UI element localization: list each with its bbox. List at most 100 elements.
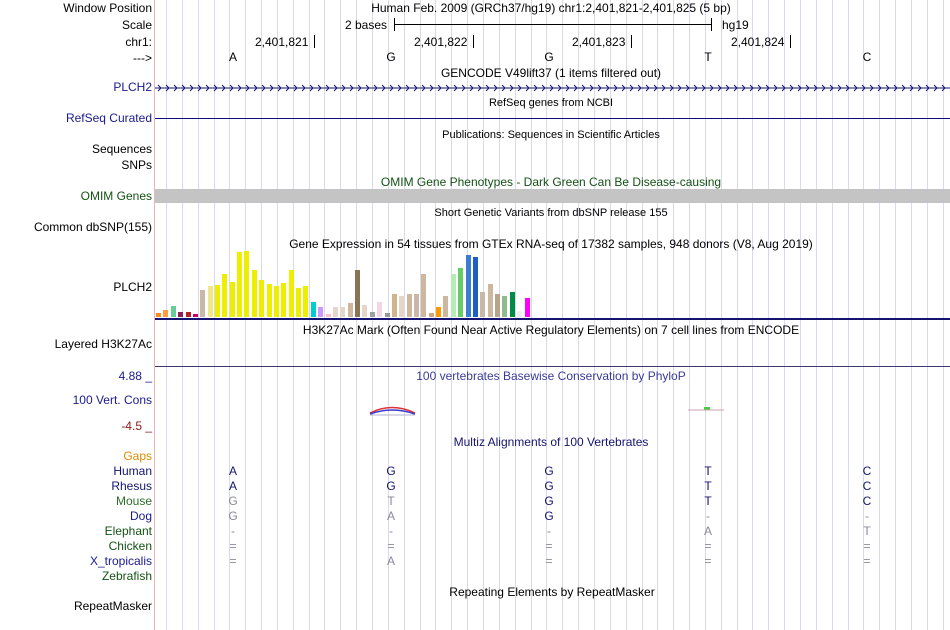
alignment-base: -: [865, 509, 869, 523]
grid-line: [863, 0, 864, 630]
base-3: G: [544, 50, 554, 64]
track-label-gtex[interactable]: PLCH2: [113, 280, 152, 294]
gtex-tissue-bar[interactable]: [163, 309, 169, 317]
gtex-tissue-bar[interactable]: [355, 269, 360, 317]
gtex-tissue-bar[interactable]: [215, 285, 220, 317]
gtex-tissue-bar[interactable]: [185, 311, 191, 317]
gencode-gene-feature[interactable]: [155, 82, 950, 94]
track-label-h3k27ac[interactable]: Layered H3K27Ac: [54, 337, 152, 351]
alignment-base: T: [704, 479, 712, 493]
gtex-tissue-bar[interactable]: [244, 251, 250, 317]
grid-line: [578, 0, 579, 630]
gtex-tissue-bar[interactable]: [318, 306, 324, 317]
gtex-tissue-bar[interactable]: [458, 267, 464, 317]
track-label-repeatmasker[interactable]: RepeatMasker: [73, 599, 152, 613]
gtex-tissue-bar[interactable]: [406, 294, 412, 317]
gtex-tissue-bar[interactable]: [222, 273, 228, 317]
gtex-tissue-bar[interactable]: [178, 311, 184, 317]
gencode-track-title: GENCODE V49lift37 (1 items filtered out): [440, 66, 662, 80]
gtex-tissue-bar[interactable]: [273, 286, 279, 317]
grid-line: [309, 0, 310, 630]
gtex-tissue-bar[interactable]: [281, 283, 287, 317]
gtex-tissue-bar[interactable]: [377, 301, 383, 317]
strand-chevron: [525, 84, 530, 92]
gtex-tissue-bar[interactable]: [251, 269, 257, 317]
gtex-tissue-bar[interactable]: [237, 252, 243, 317]
gtex-tissue-bar[interactable]: [200, 290, 206, 317]
gtex-tissue-bar[interactable]: [310, 301, 316, 317]
h3k27ac-baseline: [155, 366, 950, 367]
gtex-tissue-bar[interactable]: [391, 294, 397, 317]
alignment-base: G: [544, 464, 554, 478]
alignment-base: T: [387, 494, 395, 508]
gtex-tissue-bar[interactable]: [288, 269, 294, 317]
refseq-gene-feature[interactable]: [155, 118, 950, 119]
track-label-omim[interactable]: OMIM Genes: [80, 189, 152, 203]
phylop-signal-1[interactable]: [368, 404, 420, 418]
gtex-tissue-bar[interactable]: [303, 286, 309, 317]
phylop-signal-2[interactable]: [686, 406, 728, 416]
strand-chevron: [301, 84, 306, 92]
gtex-tissue-bar[interactable]: [156, 312, 161, 317]
gtex-tissue-bar[interactable]: [340, 306, 346, 317]
strand-chevron: [789, 84, 794, 92]
grid-line: [895, 0, 896, 630]
gtex-tissue-bar[interactable]: [384, 312, 390, 317]
gtex-tissue-bar[interactable]: [229, 281, 235, 317]
gtex-tissue-bar[interactable]: [347, 302, 353, 317]
gtex-tissue-bar[interactable]: [362, 304, 368, 317]
strand-chevron: [549, 84, 554, 92]
gtex-tissue-bar[interactable]: [266, 284, 272, 317]
gtex-tissue-bar[interactable]: [332, 306, 338, 317]
strand-chevron: [653, 84, 658, 92]
gtex-tissue-bar[interactable]: [465, 255, 471, 317]
track-label-sequences[interactable]: Sequences: [91, 142, 152, 156]
cons-min-value: -4.5 _: [121, 419, 152, 433]
track-label-cons[interactable]: 100 Vert. Cons: [72, 393, 152, 407]
gtex-tissue-bar[interactable]: [517, 310, 523, 317]
gtex-tissue-bar[interactable]: [443, 296, 449, 317]
label-divider[interactable]: [154, 0, 155, 630]
track-label-gencode[interactable]: PLCH2: [113, 80, 152, 94]
gtex-tissue-bar[interactable]: [480, 292, 486, 317]
strand-chevron: [613, 84, 618, 92]
strand-chevron: [725, 84, 730, 92]
scale-bar: [394, 24, 712, 25]
track-label-dbsnp[interactable]: Common dbSNP(155): [33, 220, 152, 234]
strand-chevron: [685, 84, 690, 92]
gtex-tissue-bar[interactable]: [436, 306, 442, 317]
gtex-tissue-bar[interactable]: [259, 279, 265, 317]
gtex-tissue-bar[interactable]: [170, 305, 176, 317]
track-label-snps[interactable]: SNPs: [121, 158, 152, 172]
strand-chevron: [741, 84, 746, 92]
gtex-tissue-bar[interactable]: [428, 312, 434, 317]
gtex-tissue-bar[interactable]: [495, 294, 500, 317]
strand-chevron: [669, 84, 674, 92]
gtex-tissue-bar[interactable]: [207, 286, 213, 317]
strand-chevron: [829, 84, 834, 92]
gtex-tissue-bar[interactable]: [399, 296, 405, 317]
gtex-tissue-bar[interactable]: [472, 257, 478, 317]
gtex-tissue-bar[interactable]: [325, 313, 331, 317]
alignment-base: T: [704, 494, 712, 508]
gtex-tissue-bar[interactable]: [192, 313, 198, 317]
alignment-base: A: [386, 509, 396, 523]
cons-max-value: 4.88 _: [118, 369, 152, 383]
gtex-tissue-bar[interactable]: [509, 292, 515, 317]
gtex-tissue-bar[interactable]: [487, 284, 493, 317]
track-label-gaps: Gaps: [123, 449, 152, 463]
base-2: G: [386, 50, 396, 64]
track-grid: [155, 0, 950, 630]
omim-gene-feature[interactable]: [155, 189, 950, 203]
gtex-tissue-bar[interactable]: [421, 273, 427, 317]
gtex-tissue-bar[interactable]: [450, 273, 456, 317]
gtex-tissue-bar[interactable]: [369, 311, 375, 317]
strand-chevron: [717, 84, 722, 92]
gtex-tissue-bar[interactable]: [413, 294, 419, 317]
track-label-refseq[interactable]: RefSeq Curated: [65, 111, 152, 125]
gtex-tissue-bar[interactable]: [296, 288, 301, 317]
gtex-tissue-bar[interactable]: [502, 296, 508, 317]
strand-chevron: [701, 84, 706, 92]
gtex-tissue-bar[interactable]: [524, 298, 530, 317]
gtex-bar-chart[interactable]: [155, 251, 950, 317]
